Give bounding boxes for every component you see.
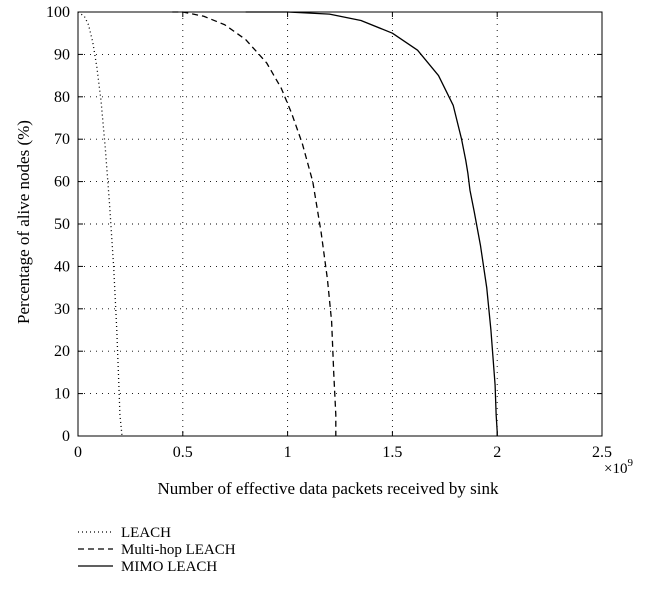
grid [78,12,602,436]
y-tick-label: 80 [54,89,70,106]
legend-label: MIMO LEACH [121,559,217,575]
x-tick-label: 0 [74,444,82,461]
y-tick-label: 60 [54,174,70,191]
x-scale-exponent: 9 [627,457,633,469]
y-tick-label: 30 [54,301,70,318]
x-axis-title: Number of effective data packets receive… [158,479,499,498]
y-tick-label: 40 [54,258,70,275]
x-tick-label: 1.5 [382,444,402,461]
y-tick-label: 50 [54,216,70,233]
y-axis-title: Percentage of alive nodes (%) [14,120,33,324]
x-tick-label: 2.5 [592,444,612,461]
y-tick-label: 0 [62,428,70,445]
legend-label: LEACH [121,525,171,541]
series-line-mimo-leach [245,11,498,436]
series-lines [77,11,498,437]
x-tick-label: 1 [284,444,292,461]
y-tick-label: 100 [46,4,70,21]
x-tick-label: 0.5 [173,444,193,461]
y-tick-label: 20 [54,343,70,360]
x-scale-multiplier: ×10 [604,461,627,477]
legend-label: Multi-hop LEACH [121,542,236,558]
axis-ticks: 0 0.5 1 1.5 2 2.5 0 10 20 30 40 50 60 70 80 90 100 [46,4,612,461]
x-tick-label: 2 [493,444,501,461]
y-tick-label: 90 [54,46,70,63]
y-tick-label: 10 [54,386,70,403]
x-axis-scale-factor: ×109 [604,457,633,477]
y-tick-label: 70 [54,131,70,148]
series-line-multi-hop-leach [172,11,337,436]
